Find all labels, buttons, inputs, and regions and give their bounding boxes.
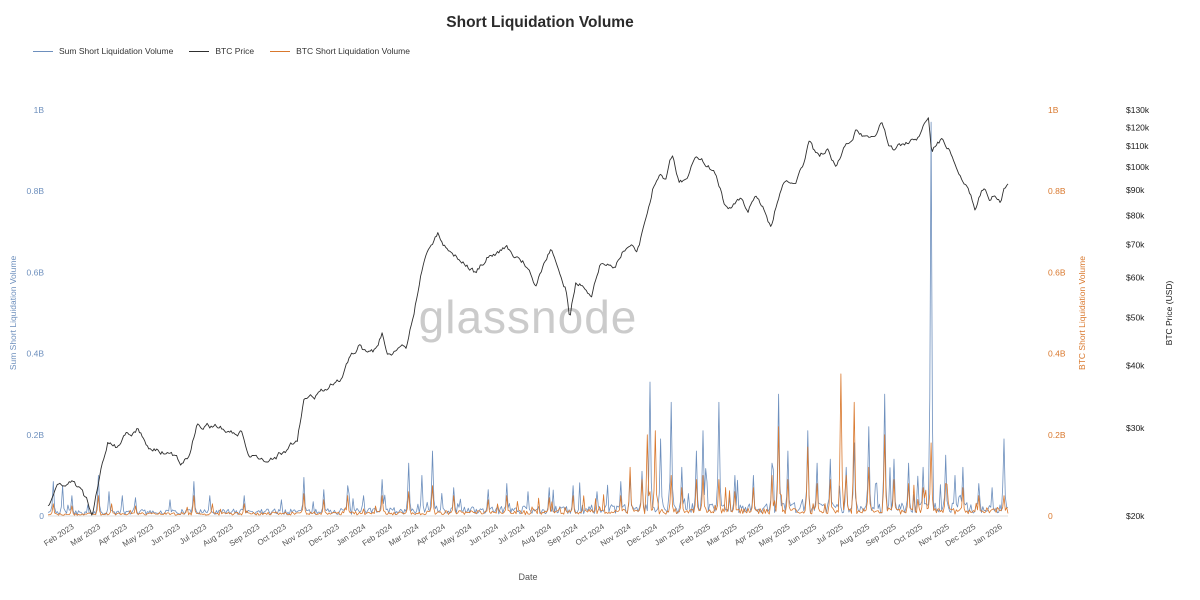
legend-label: BTC Short Liquidation Volume: [296, 46, 410, 56]
x-axis-tick: Oct 2024: [574, 522, 607, 548]
x-axis-tick: May 2023: [121, 522, 156, 549]
x-axis-tick: Dec 2023: [307, 522, 341, 548]
x-axis-tick: Dec 2025: [944, 522, 978, 548]
x-axis-tick: Sep 2024: [546, 522, 580, 549]
left-axis-tick: 1B: [34, 105, 45, 115]
right-volume-axis-label: BTC Short Liquidation Volume: [1077, 256, 1087, 370]
price-axis-tick: $80k: [1126, 210, 1145, 220]
x-axis-tick: Jul 2024: [496, 522, 527, 546]
right-volume-axis-tick: 0: [1048, 511, 1053, 521]
price-axis-tick: $20k: [1126, 511, 1145, 521]
price-axis-tick: $90k: [1126, 185, 1145, 195]
right-volume-axis-tick: 0.2B: [1048, 430, 1066, 440]
price-axis-tick: $100k: [1126, 162, 1150, 172]
series-btc-short-liquidation-volume: [47, 373, 1009, 516]
legend-label: BTC Price: [215, 46, 255, 56]
x-axis-tick: Feb 2025: [679, 522, 713, 548]
x-axis-tick: Apr 2024: [415, 522, 448, 548]
legend-line-swatch: [189, 50, 210, 52]
x-axis-tick: Jun 2025: [786, 522, 819, 548]
x-axis-tick: May 2025: [757, 522, 792, 549]
left-axis-tick: 0.4B: [27, 349, 45, 359]
right-volume-axis-tick: 0.8B: [1048, 186, 1066, 196]
x-axis-tick: Aug 2023: [201, 522, 235, 549]
x-axis-tick: Nov 2025: [917, 522, 951, 548]
left-axis-tick: 0: [39, 511, 44, 521]
price-axis-tick: $130k: [1126, 105, 1150, 115]
x-axis-tick: Aug 2025: [838, 522, 872, 549]
x-axis-tick: Apr 2023: [97, 522, 130, 548]
watermark-glassnode: glassnode: [418, 291, 638, 343]
legend-item-sum-short-liquidation-volume[interactable]: Sum Short Liquidation Volume: [33, 46, 173, 56]
legend-line-swatch: [270, 50, 291, 52]
x-axis-tick: Mar 2025: [705, 522, 739, 548]
legend: Sum Short Liquidation Volume BTC Price BTC…: [33, 46, 410, 56]
price-axis-tick: $50k: [1126, 312, 1145, 322]
x-axis-tick: Sep 2025: [864, 522, 898, 549]
left-axis-label: Sum Short Liquidation Volume: [8, 255, 18, 371]
x-axis-tick: Jan 2024: [335, 522, 368, 548]
x-axis-tick: Feb 2024: [361, 522, 395, 548]
x-axis-tick: Aug 2024: [519, 522, 553, 549]
price-axis-tick: $70k: [1126, 239, 1145, 249]
x-axis-tick: Jun 2023: [149, 522, 182, 548]
left-axis-tick: 0.6B: [27, 267, 45, 277]
left-axis-tick: 0.2B: [27, 430, 45, 440]
price-axis-tick: $30k: [1126, 423, 1145, 433]
price-axis-tick: $120k: [1126, 122, 1150, 132]
left-axis-tick: 0.8B: [27, 186, 45, 196]
x-axis-tick: Jun 2024: [467, 522, 500, 548]
x-axis-tick: Nov 2023: [281, 522, 315, 548]
x-axis-tick: Jul 2025: [814, 522, 845, 546]
x-axis-tick: Oct 2025: [892, 522, 925, 548]
x-axis-tick: Dec 2024: [625, 522, 659, 548]
x-axis-tick: Nov 2024: [599, 522, 633, 548]
legend-item-btc-price[interactable]: BTC Price: [189, 46, 254, 56]
right-volume-axis-tick: 1B: [1048, 105, 1059, 115]
x-axis-tick: Apr 2025: [733, 522, 766, 548]
x-axis-tick: Sep 2023: [228, 522, 262, 549]
right-volume-axis-tick: 0.6B: [1048, 267, 1066, 277]
x-axis-tick: Jan 2026: [971, 522, 1004, 548]
x-axis-tick: Jul 2023: [178, 522, 209, 546]
x-axis-tick: Jan 2025: [653, 522, 686, 548]
right-volume-axis-tick: 0.4B: [1048, 349, 1066, 359]
legend-line-swatch: [33, 50, 53, 52]
x-axis-tick: May 2024: [439, 522, 474, 549]
price-axis-tick: $60k: [1126, 273, 1145, 283]
x-axis-label: Date: [518, 572, 538, 582]
price-axis-tick: $110k: [1126, 141, 1149, 151]
right-price-axis-label: BTC Price (USD): [1164, 280, 1174, 346]
legend-label: Sum Short Liquidation Volume: [59, 46, 174, 56]
x-axis-tick: Feb 2023: [42, 522, 76, 548]
chart-title: Short Liquidation Volume: [446, 14, 634, 31]
x-axis-tick: Oct 2023: [256, 522, 289, 548]
x-axis-tick: Mar 2023: [69, 522, 103, 548]
x-axis-tick: Mar 2024: [387, 522, 421, 548]
legend-item-btc-short-liquidation-volume[interactable]: BTC Short Liquidation Volume: [270, 46, 410, 56]
price-axis-tick: $40k: [1126, 361, 1145, 371]
